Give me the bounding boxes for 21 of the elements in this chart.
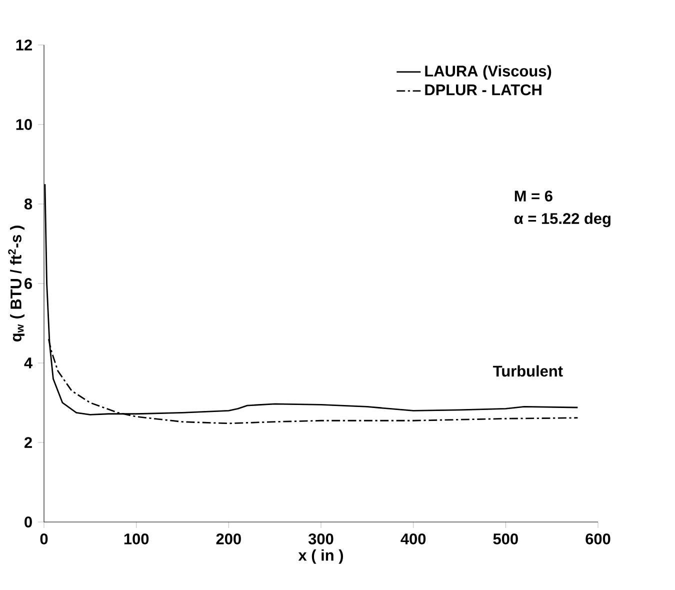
legend-label: LAURA (Viscous) (425, 65, 552, 80)
x-tick-label: 200 (216, 533, 241, 544)
x-axis-title: x ( in ) (298, 549, 343, 564)
y-tick-label: 8 (24, 198, 32, 210)
x-tick-label: 100 (124, 533, 149, 544)
y-tick-label: 6 (24, 278, 32, 289)
x-tick-label: 0 (40, 533, 48, 544)
y-tick-label: 2 (24, 437, 32, 448)
x-tick-label: 400 (400, 533, 426, 544)
y-tick-label: 4 (24, 358, 32, 368)
y-tick-label: 12 (16, 40, 32, 50)
y-tick-label: 0 (24, 516, 32, 528)
x-tick-label: 600 (586, 533, 610, 544)
y-axis-title: q$_{w}$ ( BTU / ft$^{2}$-s ) (8, 226, 24, 342)
legend-label: DPLUR - LATCH (425, 84, 542, 96)
x-tick-label: 500 (493, 533, 518, 544)
annotation: Turbulent (493, 365, 563, 377)
annotation: α = 15.22 deg (514, 212, 610, 228)
x-tick-label: 300 (308, 533, 334, 544)
annotation: M = 6 (514, 190, 552, 202)
y-tick-label: 10 (16, 119, 32, 130)
